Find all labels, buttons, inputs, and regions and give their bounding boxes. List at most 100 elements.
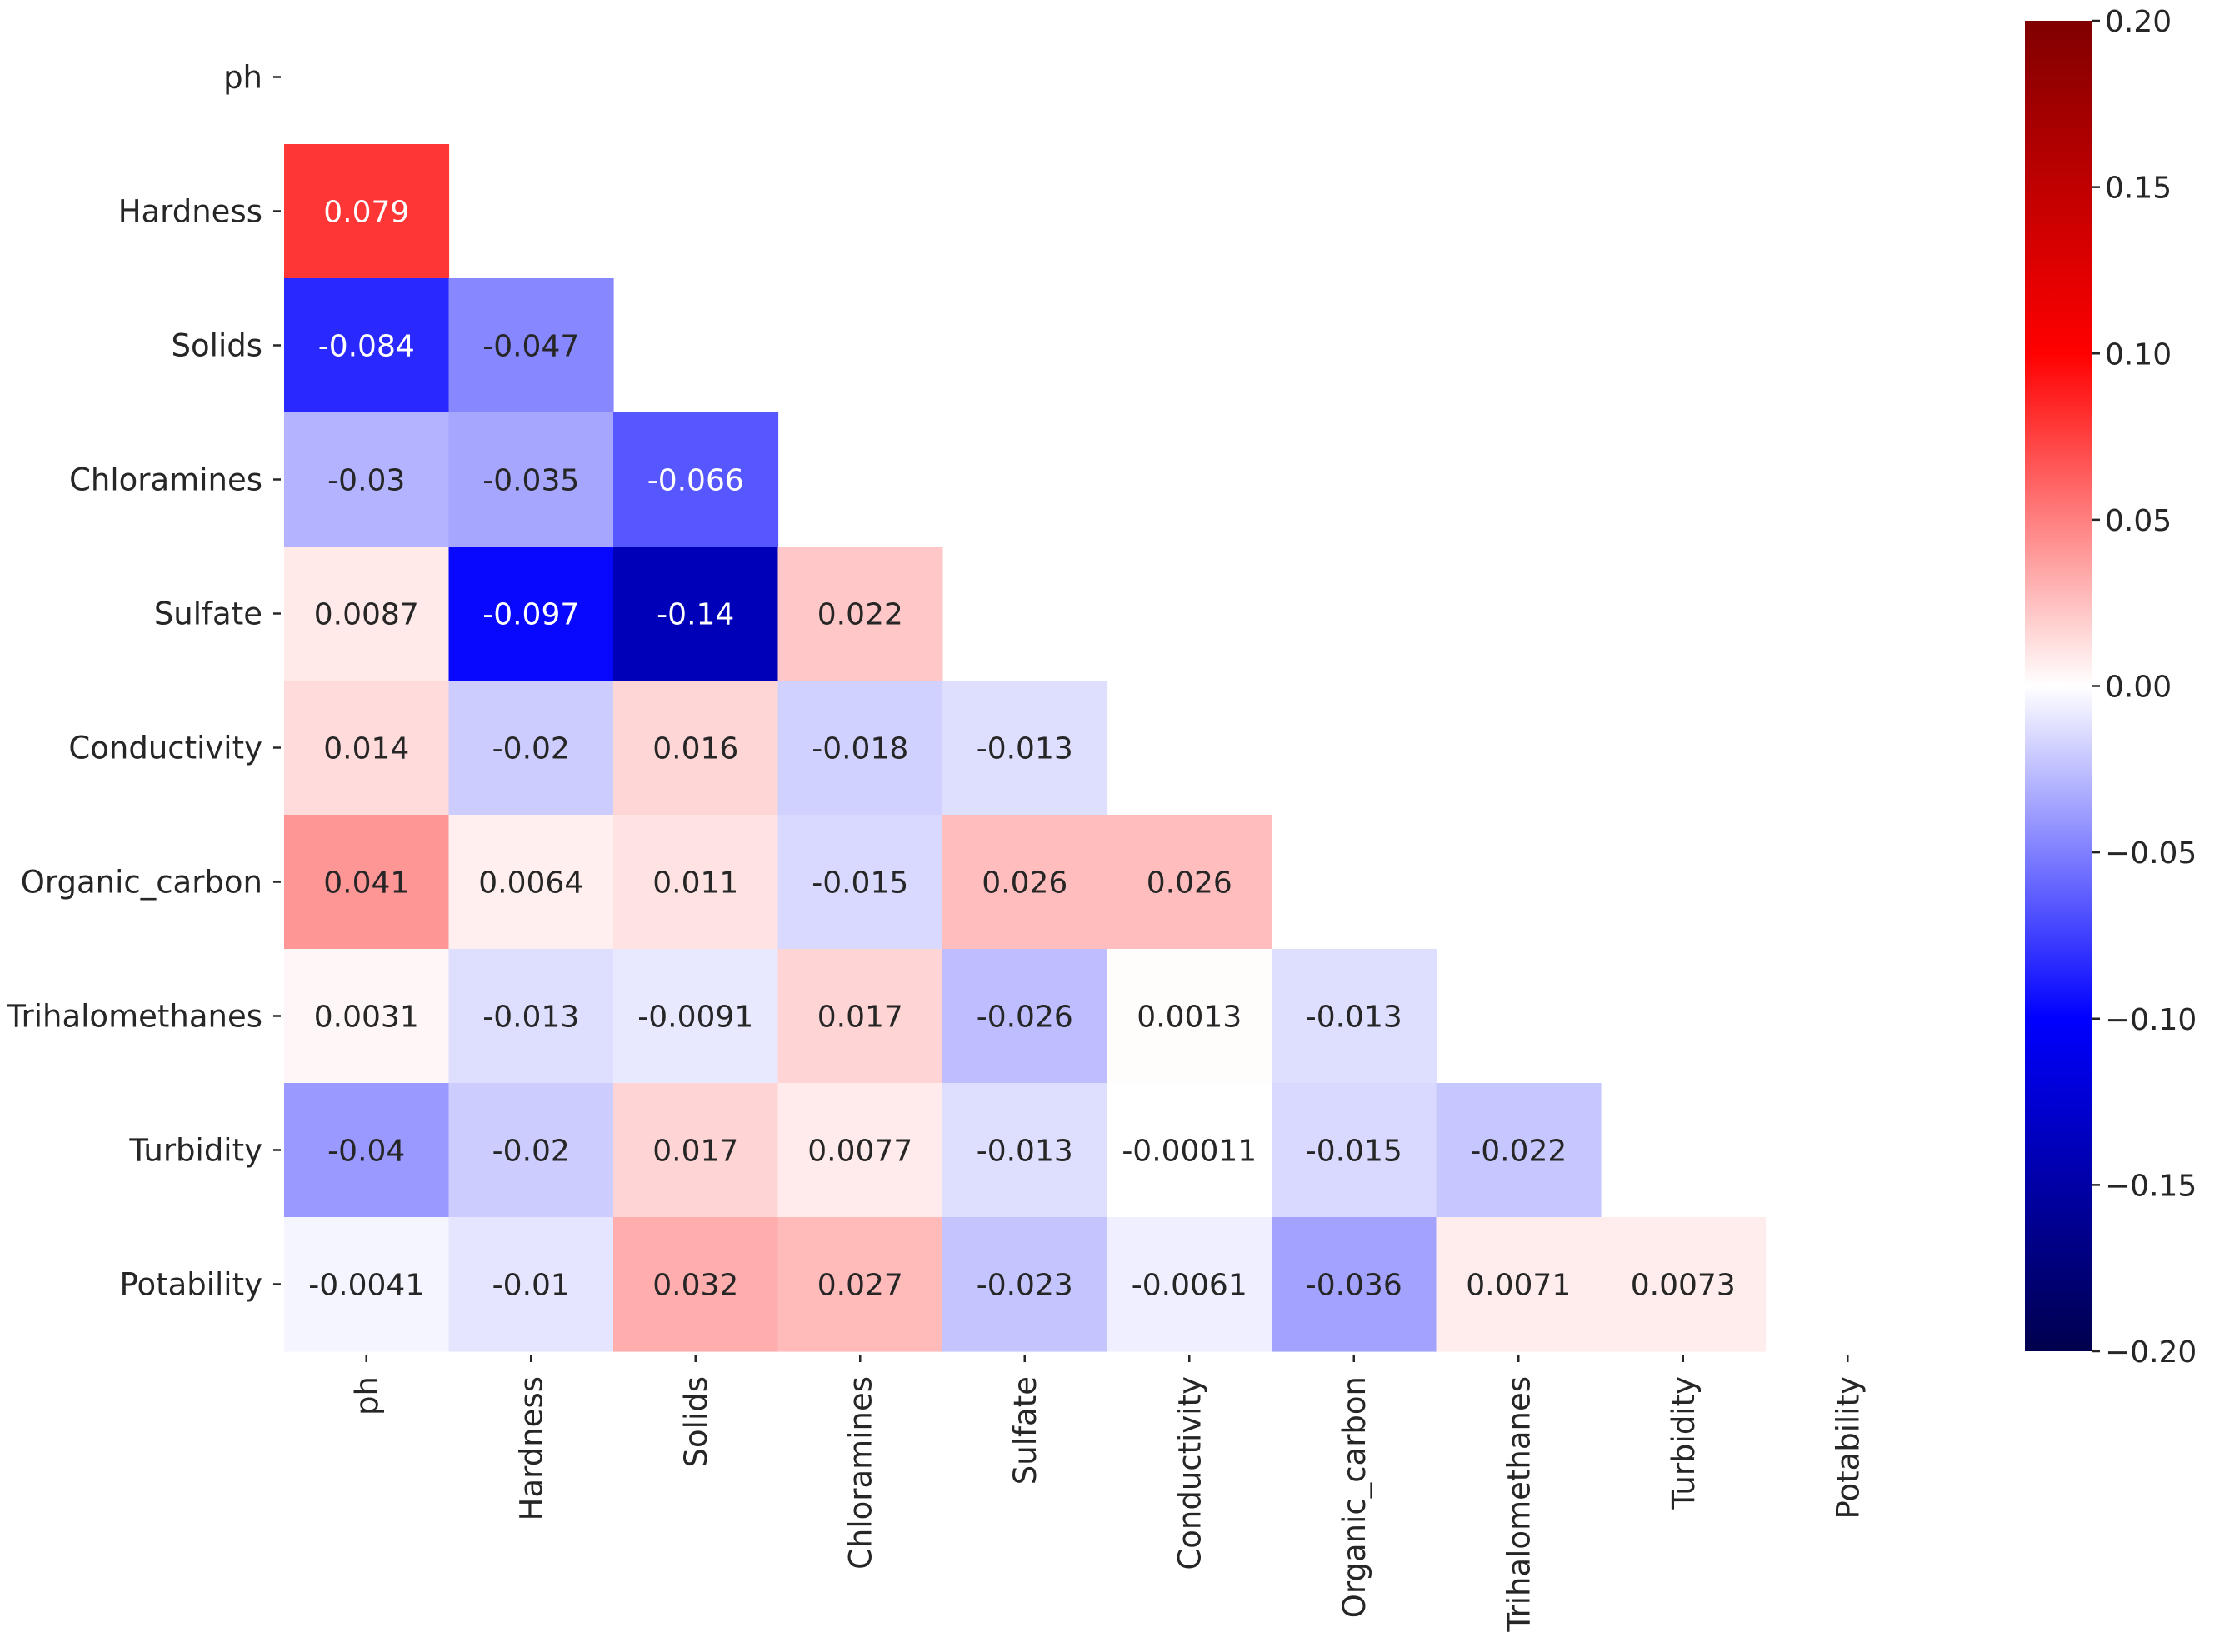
- heatmap-cell-labels: 0.079 -0.084 -0.047 -0.03 -0.035 -0.066 0.0087…: [308, 196, 1735, 1303]
- cell-value-label: 0.017: [817, 1001, 903, 1035]
- cell-value-label: -0.013: [1306, 1001, 1402, 1035]
- heatmap-cell: [1272, 1083, 1437, 1218]
- x-tick-label: Trihalomethanes: [1501, 1376, 1537, 1633]
- y-tick-label: Sulfate: [154, 596, 262, 632]
- heatmap-cell: [613, 815, 779, 950]
- x-tick-label: Solids: [678, 1376, 714, 1467]
- heatmap-cell: [448, 547, 614, 681]
- heatmap-cell: [284, 412, 450, 547]
- heatmap-cell: [942, 815, 1108, 950]
- cell-value-label: 0.0077: [807, 1135, 912, 1169]
- cell-value-label: 0.0031: [314, 1001, 419, 1035]
- heatmap-cell: [448, 1217, 614, 1352]
- cell-value-label: -0.0061: [1132, 1269, 1247, 1303]
- y-tick-label: Chloramines: [69, 462, 262, 498]
- cell-value-label: 0.0073: [1631, 1269, 1736, 1303]
- heatmap-cell: [777, 1083, 943, 1218]
- heatmap-cell: [777, 949, 943, 1084]
- heatmap-cell: [448, 412, 614, 547]
- x-axis: ph Hardness Solids Chloramines Sulfate Conduc…: [349, 1355, 1866, 1633]
- colorbar-tick-label: −0.20: [2105, 1335, 2197, 1370]
- heatmap-cell: [448, 1083, 614, 1218]
- heatmap-cell: [1601, 1217, 1767, 1352]
- heatmap-cell: [284, 949, 450, 1084]
- heatmap-cell: [284, 681, 450, 816]
- x-tick-label: Turbidity: [1666, 1376, 1702, 1510]
- heatmap-cell: [613, 547, 779, 681]
- cell-value-label: -0.018: [812, 732, 908, 766]
- cell-value-label: -0.00011: [1122, 1135, 1257, 1169]
- heatmap-cell: [448, 681, 614, 816]
- heatmap-cell: [777, 681, 943, 816]
- heatmap-cell: [777, 547, 943, 681]
- cell-value-label: 0.0013: [1137, 1001, 1242, 1035]
- heatmap-cell: [284, 144, 450, 279]
- heatmap-cell: [1107, 1083, 1272, 1218]
- cell-value-label: 0.026: [1147, 866, 1232, 901]
- cell-value-label: 0.011: [652, 866, 738, 901]
- y-tick-label: Conductivity: [68, 731, 262, 766]
- x-tick-label: Conductivity: [1172, 1376, 1207, 1570]
- x-tick-label: Chloramines: [842, 1376, 878, 1570]
- heatmap-cell: [448, 949, 614, 1084]
- cell-value-label: -0.084: [318, 330, 415, 364]
- cell-value-label: -0.035: [482, 464, 579, 498]
- colorbar-gradient: [2025, 21, 2092, 1351]
- y-tick-label: Solids: [172, 328, 262, 364]
- heatmap-cell: [613, 949, 779, 1084]
- colorbar-tick-label: 0.20: [2105, 5, 2172, 39]
- cell-value-label: -0.066: [647, 464, 744, 498]
- cell-value-label: -0.03: [327, 464, 405, 498]
- heatmap-cell: [613, 412, 779, 547]
- heatmap-cell: [448, 278, 614, 413]
- x-tick-label: Organic_carbon: [1337, 1376, 1372, 1618]
- y-axis: ph Hardness Solids Chloramines Sulfate Conduc…: [6, 60, 281, 1303]
- heatmap-cell: [1272, 949, 1437, 1084]
- colorbar-tick-label: −0.10: [2105, 1003, 2197, 1037]
- y-tick-label: Hardness: [118, 194, 262, 230]
- heatmap-cell: [284, 547, 450, 681]
- colorbar-tick-label: 0.05: [2105, 504, 2172, 538]
- cell-value-label: -0.02: [492, 1135, 570, 1169]
- x-tick-label: Hardness: [513, 1376, 549, 1520]
- cell-value-label: -0.047: [482, 330, 579, 364]
- cell-value-label: -0.01: [492, 1269, 570, 1303]
- cell-value-label: -0.036: [1306, 1269, 1402, 1303]
- heatmap-cell: [284, 1217, 450, 1352]
- y-tick-label: Turbidity: [128, 1133, 262, 1169]
- y-tick-label: Potability: [119, 1267, 262, 1303]
- heatmap-cell: [1436, 1083, 1602, 1218]
- cell-value-label: -0.02: [492, 732, 570, 766]
- colorbar-tick-label: −0.05: [2105, 836, 2197, 871]
- cell-value-label: 0.022: [817, 598, 903, 632]
- cell-value-label: -0.013: [977, 732, 1073, 766]
- heatmap-cell: [1436, 1217, 1602, 1352]
- x-tick-label: Sulfate: [1007, 1376, 1043, 1485]
- cell-value-label: -0.022: [1470, 1135, 1567, 1169]
- heatmap-cell: [1272, 1217, 1437, 1352]
- cell-value-label: 0.079: [323, 196, 409, 230]
- cell-value-label: -0.023: [977, 1269, 1073, 1303]
- heatmap-cell: [284, 278, 450, 413]
- heatmap-cell: [942, 949, 1108, 1084]
- heatmap-cell: [777, 1217, 943, 1352]
- cell-value-label: 0.0064: [478, 866, 583, 901]
- cell-value-label: 0.026: [982, 866, 1067, 901]
- cell-value-label: -0.04: [327, 1135, 405, 1169]
- colorbar-tick-label: 0.10: [2105, 337, 2172, 372]
- heatmap-cell: [942, 681, 1108, 816]
- cell-value-label: 0.027: [817, 1269, 903, 1303]
- cell-value-label: -0.097: [482, 598, 579, 632]
- heatmap-cell: [613, 1083, 779, 1218]
- cell-value-label: -0.013: [482, 1001, 579, 1035]
- cell-value-label: 0.0087: [314, 598, 419, 632]
- heatmap-cell: [284, 815, 450, 950]
- cell-value-label: -0.026: [977, 1001, 1073, 1035]
- cell-value-label: 0.032: [652, 1269, 738, 1303]
- heatmap-cell: [942, 1083, 1108, 1218]
- cell-value-label: -0.015: [1306, 1135, 1402, 1169]
- cell-value-label: -0.013: [977, 1135, 1073, 1169]
- colorbar-tick-label: −0.15: [2105, 1169, 2197, 1203]
- heatmap-cell: [613, 1217, 779, 1352]
- x-tick-label: ph: [349, 1376, 385, 1415]
